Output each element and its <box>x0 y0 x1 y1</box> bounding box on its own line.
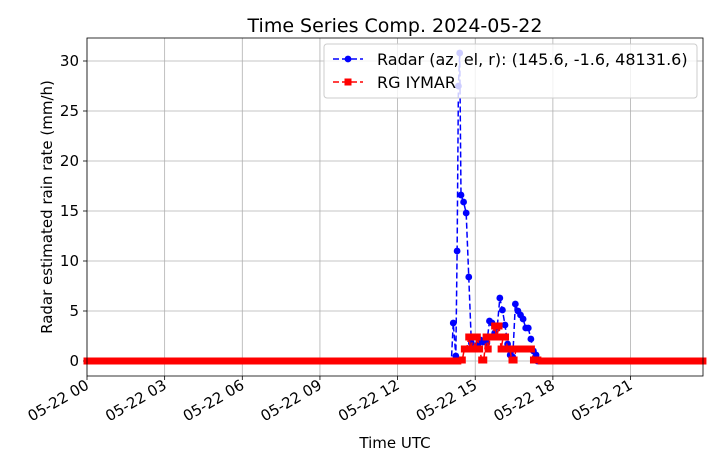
data-point <box>463 345 471 353</box>
data-point <box>493 333 501 341</box>
data-point <box>469 333 477 341</box>
data-point <box>506 345 514 353</box>
legend-marker-radar <box>344 55 352 63</box>
data-point <box>480 356 488 364</box>
data-point <box>491 322 499 330</box>
data-point <box>462 209 470 217</box>
data-point <box>460 198 467 206</box>
data-point <box>502 333 510 341</box>
y-axis-label: Radar estimated rain rate (mm/h) <box>38 80 56 334</box>
data-point <box>527 345 535 353</box>
y-tick-label: 30 <box>60 52 79 70</box>
y-tick-label: 10 <box>60 252 79 270</box>
plot-area <box>83 49 707 365</box>
y-tick-label: 15 <box>60 202 79 220</box>
data-point <box>511 300 519 308</box>
data-point <box>489 333 497 341</box>
y-tick-label: 25 <box>60 102 79 120</box>
legend: Radar (az, el, r): (145.6, -1.6, 48131.6… <box>323 43 698 99</box>
data-point <box>465 273 473 281</box>
legend-label-radar: Radar (az, el, r): (145.6, -1.6, 48131.6… <box>377 50 688 69</box>
data-point <box>484 345 492 353</box>
data-point <box>473 333 481 341</box>
data-point <box>496 294 504 302</box>
data-point <box>495 322 503 330</box>
legend-marker-rg <box>344 78 352 86</box>
y-tick-label: 0 <box>69 352 79 370</box>
data-point <box>497 345 505 353</box>
x-axis-label: Time UTC <box>358 434 430 452</box>
data-point <box>449 319 457 327</box>
axes-frame <box>86 37 704 377</box>
data-point <box>454 357 462 365</box>
data-point <box>499 306 506 314</box>
series-1 <box>83 322 707 365</box>
data-point <box>519 315 527 323</box>
data-point <box>457 191 465 199</box>
data-point <box>524 324 532 332</box>
data-point <box>471 345 479 353</box>
data-point <box>476 345 484 353</box>
data-point <box>467 345 475 353</box>
data-point <box>510 356 518 364</box>
y-tick-label: 20 <box>60 152 79 170</box>
data-point <box>453 247 461 255</box>
data-point <box>527 335 535 343</box>
data-point <box>458 356 466 364</box>
data-point <box>465 333 473 341</box>
legend-label-rg: RG IYMAR <box>377 73 456 92</box>
legend-frame <box>323 43 698 99</box>
y-tick-label: 5 <box>69 302 79 320</box>
chart-title: Time Series Comp. 2024-05-22 <box>247 15 543 37</box>
data-point <box>501 321 509 329</box>
data-point <box>482 333 490 341</box>
